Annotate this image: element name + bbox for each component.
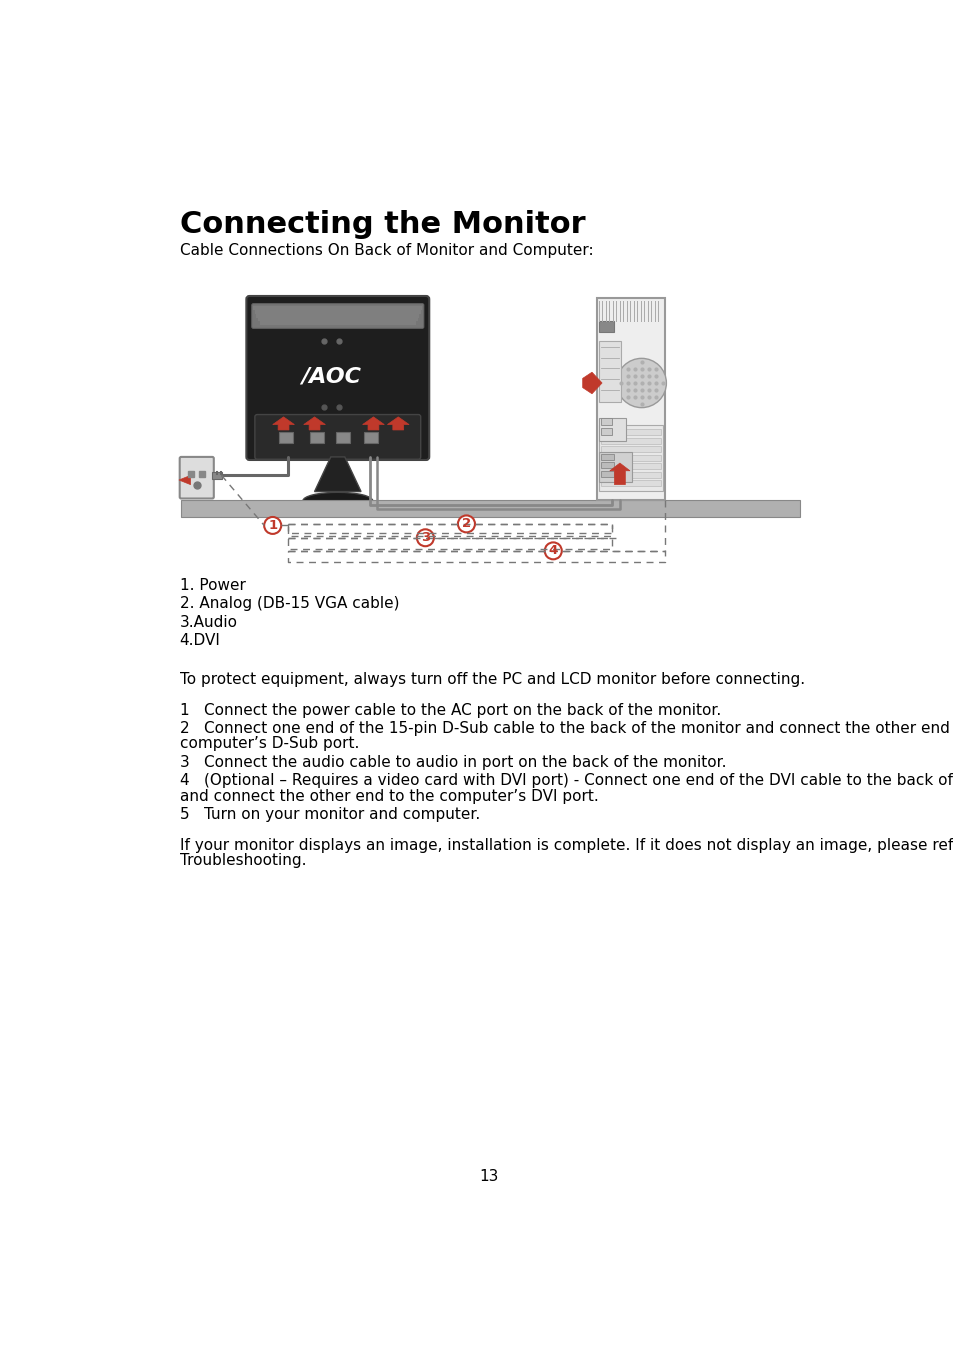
Text: 3.Audio: 3.Audio — [179, 614, 237, 629]
Polygon shape — [609, 463, 629, 485]
Bar — [599, 481, 660, 486]
Text: 2: 2 — [179, 721, 189, 736]
Text: and connect the other end to the computer’s DVI port.: and connect the other end to the compute… — [179, 788, 598, 803]
Circle shape — [264, 517, 281, 533]
Text: To protect equipment, always turn off the PC and LCD monitor before connecting.: To protect equipment, always turn off th… — [179, 672, 804, 687]
Polygon shape — [314, 456, 360, 491]
Text: 1: 1 — [179, 702, 189, 718]
Bar — [259, 321, 416, 325]
Text: (Optional – Requires a video card with DVI port) - Connect one end of the DVI ca: (Optional – Requires a video card with D… — [204, 774, 953, 788]
FancyBboxPatch shape — [252, 304, 423, 328]
Bar — [599, 446, 660, 452]
Bar — [598, 321, 614, 332]
Text: 13: 13 — [478, 1169, 498, 1184]
Text: 3: 3 — [420, 532, 430, 544]
Bar — [599, 429, 660, 435]
Polygon shape — [179, 475, 191, 485]
Polygon shape — [387, 417, 409, 429]
Text: 5: 5 — [179, 807, 189, 822]
Polygon shape — [303, 417, 325, 429]
Bar — [598, 425, 661, 491]
Circle shape — [617, 358, 666, 408]
Bar — [600, 462, 613, 468]
Bar — [598, 417, 625, 440]
Text: Troubleshooting.: Troubleshooting. — [179, 853, 306, 868]
Bar — [335, 432, 350, 443]
Bar — [256, 313, 418, 317]
Bar — [254, 310, 420, 313]
Bar — [278, 432, 293, 443]
Polygon shape — [582, 373, 601, 394]
Text: 1. Power: 1. Power — [179, 578, 245, 593]
Bar — [599, 437, 660, 444]
Bar — [600, 418, 612, 425]
Bar — [598, 340, 620, 402]
Bar — [600, 454, 613, 460]
Bar — [600, 471, 613, 477]
Bar — [598, 452, 631, 482]
Text: 4: 4 — [179, 774, 189, 788]
Circle shape — [457, 516, 475, 532]
Bar — [596, 298, 664, 500]
Text: 3: 3 — [179, 755, 190, 770]
Bar — [599, 471, 660, 478]
Ellipse shape — [303, 493, 373, 509]
Text: 2: 2 — [461, 517, 471, 531]
Text: Connect the power cable to the AC port on the back of the monitor.: Connect the power cable to the AC port o… — [204, 702, 721, 718]
Bar — [364, 432, 377, 443]
Polygon shape — [273, 417, 294, 429]
Bar — [253, 306, 422, 310]
Text: If your monitor displays an image, installation is complete. If it does not disp: If your monitor displays an image, insta… — [179, 838, 953, 853]
Circle shape — [416, 529, 434, 547]
Bar — [310, 432, 323, 443]
Text: /AOC: /AOC — [301, 366, 361, 386]
Circle shape — [544, 543, 561, 559]
Bar — [257, 317, 417, 321]
Text: computer’s D-Sub port.: computer’s D-Sub port. — [179, 736, 358, 752]
Text: Connecting the Monitor: Connecting the Monitor — [179, 209, 585, 239]
Bar — [599, 455, 660, 460]
Text: Connect one end of the 15-pin D-Sub cable to the back of the monitor and connect: Connect one end of the 15-pin D-Sub cabl… — [204, 721, 953, 736]
Text: 2. Analog (DB-15 VGA cable): 2. Analog (DB-15 VGA cable) — [179, 597, 398, 612]
Bar — [212, 471, 221, 479]
Text: 4.DVI: 4.DVI — [179, 633, 220, 648]
Text: Connect the audio cable to audio in port on the back of the monitor.: Connect the audio cable to audio in port… — [204, 755, 726, 770]
Text: Cable Connections On Back of Monitor and Computer:: Cable Connections On Back of Monitor and… — [179, 243, 593, 258]
Bar — [600, 428, 612, 435]
Polygon shape — [362, 417, 384, 429]
FancyBboxPatch shape — [179, 456, 213, 498]
Text: 4: 4 — [548, 544, 558, 558]
Bar — [181, 500, 799, 517]
Text: 1: 1 — [268, 518, 277, 532]
Text: Turn on your monitor and computer.: Turn on your monitor and computer. — [204, 807, 480, 822]
FancyBboxPatch shape — [246, 296, 429, 460]
FancyBboxPatch shape — [254, 414, 420, 459]
Bar — [599, 463, 660, 470]
